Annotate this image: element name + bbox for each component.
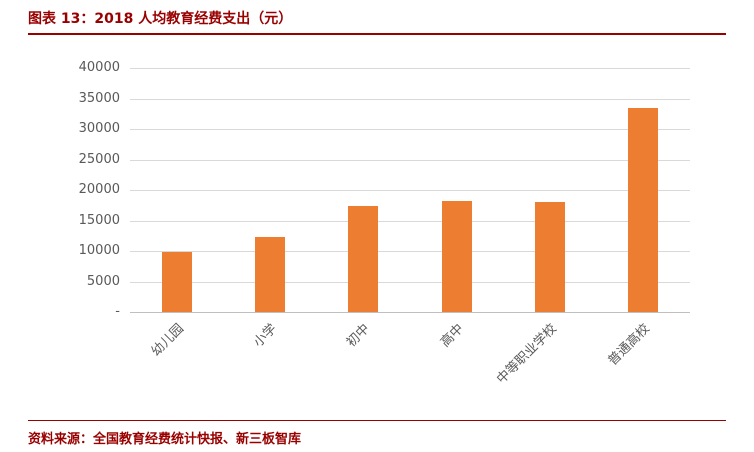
y-tick-label: 40000 <box>78 60 120 75</box>
source-note: 资料来源：全国教育经费统计快报、新三板智库 <box>28 432 302 447</box>
gridline <box>130 129 690 130</box>
gridline <box>130 251 690 252</box>
y-tick-label: - <box>115 304 120 319</box>
bar-3 <box>348 205 379 312</box>
y-tick-label: 30000 <box>78 121 120 136</box>
x-tick-label: 幼儿园 <box>148 321 187 360</box>
bar-2 <box>255 236 285 312</box>
gridline <box>130 190 690 191</box>
bar-5 <box>535 202 565 312</box>
figure-title: 图表 13：2018 人均教育经费支出（元） <box>28 11 293 27</box>
gridline <box>130 281 690 283</box>
y-tick-label: 15000 <box>78 212 120 228</box>
y-tick-label: 20000 <box>78 182 120 197</box>
x-tick-label: 中等职业学校 <box>494 321 560 388</box>
plot-area: - 5000 10000 15000 20000 25000 30000 35000 40000… <box>79 60 690 387</box>
gridline <box>130 68 690 69</box>
gridline <box>130 98 690 100</box>
bar-4 <box>441 200 472 312</box>
title-divider <box>28 33 726 35</box>
bar-6 <box>628 107 659 312</box>
x-tick-label: 高中 <box>437 321 467 351</box>
x-tick-label: 初中 <box>344 321 374 351</box>
y-tick-label: 35000 <box>78 90 120 106</box>
x-axis-line <box>130 312 690 313</box>
bar-1 <box>161 252 192 312</box>
x-tick-label: 普通高校 <box>605 321 654 369</box>
source-divider <box>28 420 726 421</box>
y-tick-label: 5000 <box>86 273 120 289</box>
y-tick-label: 25000 <box>78 151 120 167</box>
y-tick-label: 10000 <box>78 243 120 258</box>
x-tick-label: 小学 <box>250 321 280 351</box>
gridline <box>130 159 690 161</box>
gridline <box>130 220 690 222</box>
